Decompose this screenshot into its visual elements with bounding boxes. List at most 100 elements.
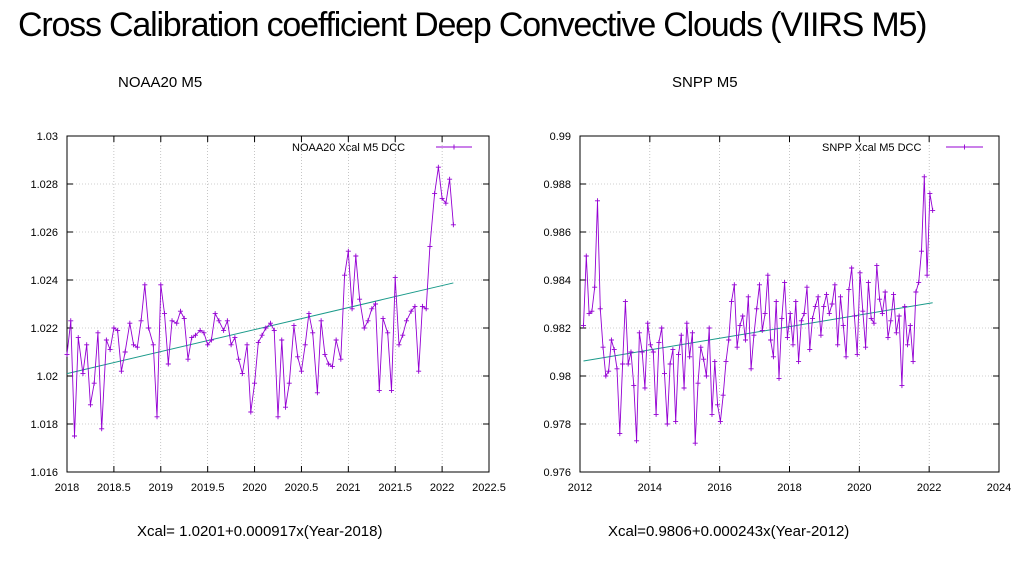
noaa20-data-point bbox=[138, 318, 144, 324]
noaa20-data-point bbox=[302, 342, 308, 348]
snpp-data-point bbox=[874, 263, 880, 269]
noaa20-data-point bbox=[338, 356, 344, 362]
noaa20-data-point bbox=[279, 337, 285, 343]
snpp-data-point bbox=[812, 303, 818, 309]
snpp-plot-frame bbox=[579, 135, 1000, 473]
snpp-data-point bbox=[770, 354, 776, 360]
noaa20-data-point bbox=[423, 306, 429, 312]
snpp-data-point bbox=[734, 344, 740, 350]
noaa20-y-tick-label: 1.016 bbox=[30, 467, 58, 479]
noaa20-plot-frame bbox=[66, 135, 490, 473]
snpp-data-point bbox=[675, 351, 681, 357]
noaa20-data-point bbox=[87, 402, 93, 408]
noaa20-data-point bbox=[357, 296, 363, 302]
snpp-data-point bbox=[773, 299, 779, 305]
snpp-data-point bbox=[634, 438, 640, 444]
snpp-data-point bbox=[888, 318, 894, 324]
noaa20-data-point bbox=[118, 368, 124, 374]
noaa20-data-point bbox=[447, 176, 453, 182]
snpp-data-point bbox=[614, 366, 620, 372]
noaa20-data-point bbox=[435, 164, 441, 170]
snpp-data-point bbox=[600, 344, 606, 350]
noaa20-data-point bbox=[295, 354, 301, 360]
snpp-data-point bbox=[729, 299, 735, 305]
snpp-data-point bbox=[678, 332, 684, 338]
noaa20-x-tick-label: 2020.5 bbox=[285, 482, 319, 494]
noaa20-y-tick-label: 1.03 bbox=[37, 131, 58, 143]
snpp-data-point bbox=[930, 207, 936, 213]
noaa20-data-point bbox=[443, 200, 449, 206]
snpp-data-point bbox=[720, 392, 726, 398]
noaa20-data-point bbox=[432, 191, 438, 197]
noaa20-data-point bbox=[314, 390, 320, 396]
noaa20-data-point bbox=[64, 351, 70, 357]
noaa20-data-point bbox=[192, 332, 198, 338]
snpp-y-tick-label: 0.982 bbox=[543, 323, 571, 335]
snpp-data-point bbox=[843, 354, 849, 360]
noaa20-data-point bbox=[177, 308, 183, 314]
noaa20-x-tick-label: 2021.5 bbox=[378, 482, 412, 494]
noaa20-y-tick-label: 1.018 bbox=[30, 419, 58, 431]
snpp-data-point bbox=[840, 323, 846, 329]
snpp-data-point bbox=[927, 191, 933, 197]
snpp-data-point bbox=[804, 284, 810, 290]
noaa20-data-point bbox=[111, 325, 117, 331]
noaa20-data-point bbox=[326, 361, 332, 367]
noaa20-data-point bbox=[385, 330, 391, 336]
noaa20-data-point bbox=[115, 327, 121, 333]
noaa20-data-point bbox=[392, 275, 398, 281]
noaa20-x-tick-label: 2022.5 bbox=[472, 482, 506, 494]
noaa20-data-point bbox=[197, 327, 203, 333]
snpp-xcal-chart: 2012 2014 2016 2018 2020 2022 2024 0.976 0.978 0.… bbox=[543, 131, 1011, 494]
snpp-data-point bbox=[776, 375, 782, 381]
noaa20-data-point bbox=[185, 356, 191, 362]
noaa20-subtitle: NOAA20 M5 bbox=[118, 74, 203, 91]
noaa20-x-tick-label: 2020 bbox=[242, 482, 266, 494]
noaa20-data-point bbox=[419, 303, 425, 309]
snpp-data-point bbox=[891, 291, 897, 297]
snpp-data-point bbox=[586, 311, 592, 317]
noaa20-data-point bbox=[189, 335, 195, 341]
snpp-data-point bbox=[689, 330, 695, 336]
noaa20-x-tick-label: 2019 bbox=[149, 482, 173, 494]
noaa20-data-point bbox=[361, 325, 367, 331]
noaa20-data-point bbox=[158, 282, 164, 288]
snpp-data-point bbox=[743, 337, 749, 343]
noaa20-data-point bbox=[318, 318, 324, 324]
snpp-data-point bbox=[857, 270, 863, 276]
noaa20-legend-label: NOAA20 Xcal M5 DCC bbox=[292, 142, 405, 154]
snpp-data-point bbox=[580, 323, 586, 329]
snpp-data-point bbox=[751, 332, 757, 338]
noaa20-data-point bbox=[412, 303, 418, 309]
snpp-data-point bbox=[782, 279, 788, 285]
noaa20-data-point bbox=[72, 433, 78, 439]
noaa20-data-point bbox=[403, 318, 409, 324]
noaa20-fit-equation: Xcal= 1.0201+0.000917x(Year-2018) bbox=[137, 523, 383, 540]
snpp-data-point bbox=[765, 272, 771, 278]
noaa20-data-point bbox=[252, 380, 258, 386]
noaa20-data-point bbox=[127, 320, 133, 326]
noaa20-y-tick-label: 1.028 bbox=[30, 179, 58, 191]
noaa20-data-point bbox=[165, 361, 171, 367]
noaa20-xcal-chart: 2018 2018.5 2019 2019.5 2020 2020.5 2021 2021.5… bbox=[30, 131, 506, 494]
snpp-data-point bbox=[625, 361, 631, 367]
noaa20-y-tick-label: 1.026 bbox=[30, 227, 58, 239]
snpp-data-point bbox=[617, 431, 623, 437]
noaa20-data-point bbox=[255, 339, 261, 345]
snpp-data-point bbox=[709, 411, 715, 417]
snpp-subtitle: SNPP M5 bbox=[672, 74, 738, 91]
noaa20-data-point bbox=[134, 344, 140, 350]
snpp-fit-equation: Xcal=0.9806+0.000243x(Year-2012) bbox=[608, 523, 850, 540]
snpp-data-point bbox=[597, 306, 603, 312]
snpp-data-point bbox=[865, 279, 871, 285]
page-title: Cross Calibration coefficient Deep Conve… bbox=[18, 6, 927, 44]
noaa20-data-point bbox=[212, 311, 218, 317]
snpp-data-point bbox=[645, 320, 651, 326]
snpp-data-point bbox=[603, 373, 609, 379]
snpp-x-tick-label: 2018 bbox=[777, 482, 801, 494]
snpp-data-point bbox=[745, 294, 751, 300]
noaa20-data-point bbox=[286, 380, 292, 386]
snpp-data-point bbox=[801, 311, 807, 317]
snpp-data-point bbox=[687, 354, 693, 360]
snpp-data-point bbox=[798, 318, 804, 324]
